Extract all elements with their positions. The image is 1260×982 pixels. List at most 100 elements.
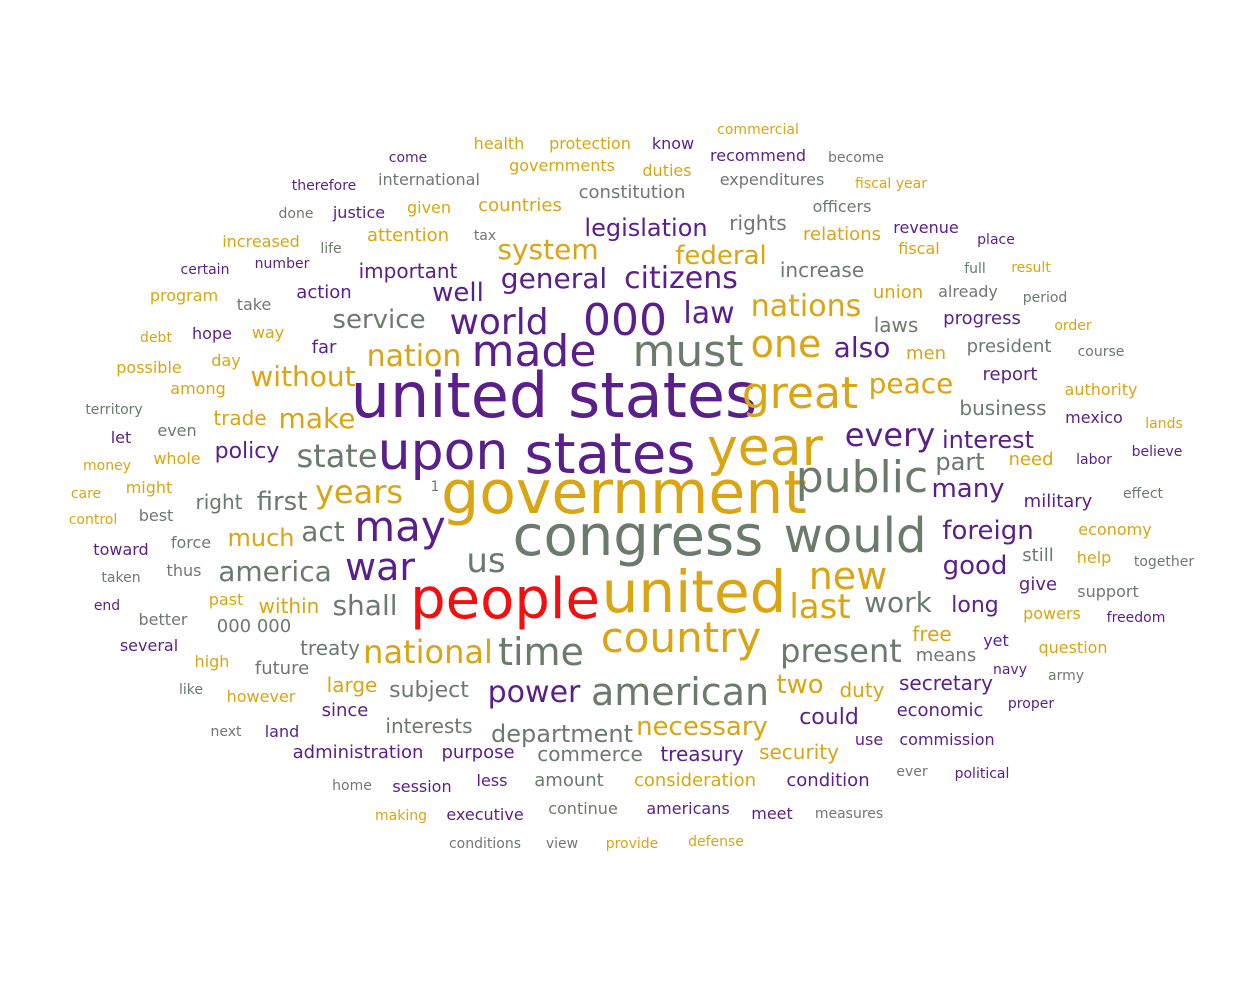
word-time: time [498, 630, 584, 674]
word-making: making [375, 808, 427, 824]
word-future: future [254, 658, 310, 679]
word-use: use [854, 730, 884, 749]
word-without: without [250, 360, 356, 393]
word-far: far [311, 337, 337, 358]
word-authority: authority [1064, 380, 1138, 399]
word-rights: rights [729, 211, 787, 235]
word-life: life [320, 241, 342, 257]
word-world: world [449, 302, 549, 343]
word-commercial: commercial [717, 122, 799, 138]
word-public: public [795, 452, 929, 503]
word-foreign: foreign [942, 516, 1034, 546]
word-united: united [601, 558, 787, 626]
word-taken: taken [101, 570, 141, 586]
word-means: means [915, 645, 977, 666]
word-money: money [83, 458, 131, 474]
word-meet: meet [751, 804, 793, 823]
word-place: place [977, 232, 1015, 248]
word-policy: policy [214, 439, 280, 464]
word-peace: peace [868, 367, 954, 400]
word-commission: commission [899, 730, 995, 749]
word-one: one [750, 322, 822, 366]
word-program: program [149, 286, 219, 305]
word-service: service [332, 305, 426, 335]
word-treasury: treasury [660, 742, 744, 766]
word-long: long [951, 593, 999, 618]
word-large: large [326, 673, 378, 697]
word-nation: nation [366, 339, 462, 374]
word-nations: nations [750, 289, 862, 324]
word-done: done [278, 206, 314, 222]
word-laws: laws [873, 313, 919, 337]
word-amount: amount [534, 770, 604, 791]
word-past: past [208, 590, 244, 609]
word-first: first [256, 487, 308, 517]
word-relations: relations [803, 224, 881, 245]
word-new: new [808, 554, 888, 598]
word-several: several [119, 636, 179, 655]
word-together: together [1133, 554, 1195, 570]
word-federal: federal [675, 241, 767, 271]
word-legislation: legislation [584, 214, 708, 242]
word-increase: increase [779, 258, 865, 282]
word-could: could [799, 705, 859, 730]
word-result: result [1011, 260, 1051, 276]
word-department: department [491, 720, 633, 748]
word-many: many [931, 474, 1005, 504]
word-debt: debt [140, 330, 172, 346]
word-given: given [406, 198, 452, 217]
word-effect: effect [1122, 486, 1164, 502]
word-subject: subject [389, 678, 469, 703]
word-general: general [500, 262, 608, 295]
word-well: well [432, 278, 484, 308]
word-however: however [226, 687, 296, 706]
word-business: business [959, 396, 1047, 420]
word-president: president [966, 336, 1052, 357]
word-duty: duty [839, 678, 885, 702]
word-people: people [410, 567, 600, 632]
word-important: important [358, 259, 458, 283]
word-need: need [1008, 449, 1054, 470]
word-care: care [70, 486, 102, 502]
word-good: good [942, 551, 1008, 581]
word-conditions: conditions [448, 836, 522, 852]
word-also: also [833, 331, 891, 364]
word-question: question [1038, 638, 1108, 657]
word-labor: labor [1076, 452, 1112, 468]
word-must: must [632, 326, 744, 377]
word-even: even [157, 421, 197, 440]
word-necessary: necessary [636, 712, 768, 742]
word-recommend: recommend [710, 146, 806, 165]
word-expenditures: expenditures [719, 170, 825, 189]
word-state: state [296, 437, 378, 475]
word-economic: economic [896, 700, 984, 721]
word-way: way [251, 323, 285, 342]
word-us: us [466, 541, 506, 581]
word-america: america [218, 555, 332, 588]
word-secretary: secretary [899, 671, 993, 695]
word-among: among [170, 379, 226, 398]
word-action: action [296, 282, 352, 303]
word-work: work [864, 586, 932, 619]
word-tax: tax [473, 228, 497, 244]
word-country: country [600, 613, 762, 662]
word-next: next [210, 724, 242, 740]
word-period: period [1022, 290, 1068, 306]
word-union: union [872, 282, 924, 303]
word-lands: lands [1145, 416, 1183, 432]
word-become: become [827, 150, 885, 166]
word-might: might [125, 478, 173, 497]
word-increased: increased [222, 232, 300, 251]
word-constitution: constitution [578, 182, 686, 203]
word-possible: possible [116, 358, 182, 377]
word-governments: governments [509, 156, 615, 175]
word-provide: provide [605, 836, 659, 852]
word-military: military [1023, 491, 1093, 512]
word-whole: whole [153, 449, 201, 468]
word-since: since [321, 700, 369, 721]
word-come: come [388, 150, 428, 166]
word-take: take [236, 295, 272, 314]
word-duties: duties [642, 161, 692, 180]
word-year: year [706, 418, 824, 478]
